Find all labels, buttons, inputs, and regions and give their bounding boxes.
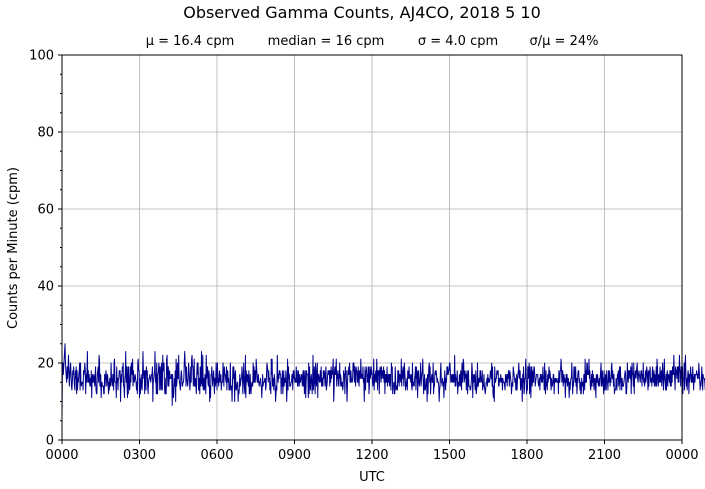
chart-title: Observed Gamma Counts, AJ4CO, 2018 5 10 (183, 3, 541, 22)
x-tick-label: 0000 (45, 448, 78, 463)
x-tick-label: 0000 (665, 448, 698, 463)
series-group (61, 343, 705, 417)
series-line-gamma-counts (61, 343, 705, 417)
y-tick-label: 80 (37, 126, 54, 141)
subtitle-ratio: σ/μ = 24% (530, 34, 599, 49)
x-tick-label: 1500 (433, 448, 466, 463)
x-tick-label: 1200 (355, 448, 388, 463)
y-tick-label: 100 (29, 49, 54, 64)
x-tick-label: 1800 (510, 448, 543, 463)
x-axis: 0000 0300 0600 0900 1200 1500 1800 2100 0000 (45, 440, 699, 463)
y-axis: 0 20 40 60 80 100 (29, 49, 62, 449)
y-tick-label: 0 (46, 434, 54, 449)
y-tick-label: 60 (37, 203, 54, 218)
x-axis-label: UTC (359, 470, 385, 485)
grid-lines (61, 54, 683, 441)
subtitle-mean: μ = 16.4 cpm (146, 34, 235, 49)
y-axis-label: Counts per Minute (cpm) (6, 167, 21, 329)
x-tick-label: 0900 (278, 448, 311, 463)
x-tick-label: 0600 (200, 448, 233, 463)
y-tick-label: 20 (37, 357, 54, 372)
x-tick-label: 2100 (588, 448, 621, 463)
chart-subtitle: μ = 16.4 cpm median = 16 cpm σ = 4.0 cpm… (146, 34, 599, 49)
x-tick-label: 0300 (123, 448, 156, 463)
subtitle-median: median = 16 cpm (268, 34, 385, 49)
y-tick-label: 40 (37, 280, 54, 295)
subtitle-sigma: σ = 4.0 cpm (418, 34, 498, 49)
